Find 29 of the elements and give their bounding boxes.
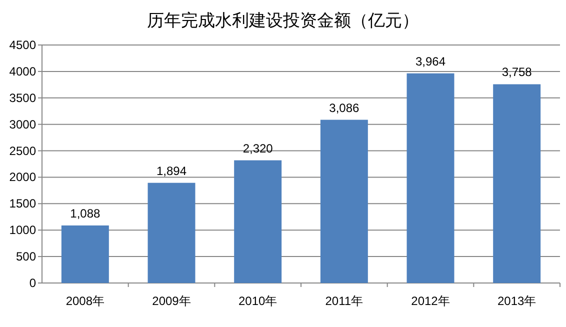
y-tick-label: 1000 <box>9 223 36 238</box>
y-tick-label: 0 <box>29 276 36 290</box>
y-tick-label: 1500 <box>9 196 36 211</box>
data-label: 3,758 <box>502 65 532 80</box>
bar <box>234 160 282 283</box>
chart-title: 历年完成水利建设投资金额（亿元） <box>147 11 419 30</box>
y-tick-label: 3500 <box>9 90 36 105</box>
data-label: 1,088 <box>70 206 101 220</box>
y-tick-label: 500 <box>16 250 36 264</box>
y-tick-label: 2500 <box>9 144 36 158</box>
data-label: 2,320 <box>242 141 274 156</box>
data-label: 3,086 <box>329 100 360 115</box>
bar <box>148 182 196 283</box>
bar <box>320 120 368 283</box>
data-label: 1,894 <box>156 164 187 178</box>
x-tick-label: 2011年 <box>325 294 364 308</box>
x-tick-label: 2013年 <box>497 294 536 308</box>
y-tick-label: 3000 <box>9 117 36 132</box>
bar <box>61 225 109 283</box>
y-tick-label: 4500 <box>9 38 36 52</box>
bar <box>493 84 541 283</box>
data-label: 3,964 <box>415 54 446 68</box>
x-tick-label: 2009年 <box>152 294 191 308</box>
x-tick-label: 2008年 <box>66 294 105 308</box>
x-tick-label: 2010年 <box>238 294 278 308</box>
x-tick-label: 2012年 <box>411 294 450 308</box>
y-tick-label: 2000 <box>9 170 36 184</box>
bar <box>406 73 454 283</box>
y-tick-label: 4000 <box>9 64 36 78</box>
